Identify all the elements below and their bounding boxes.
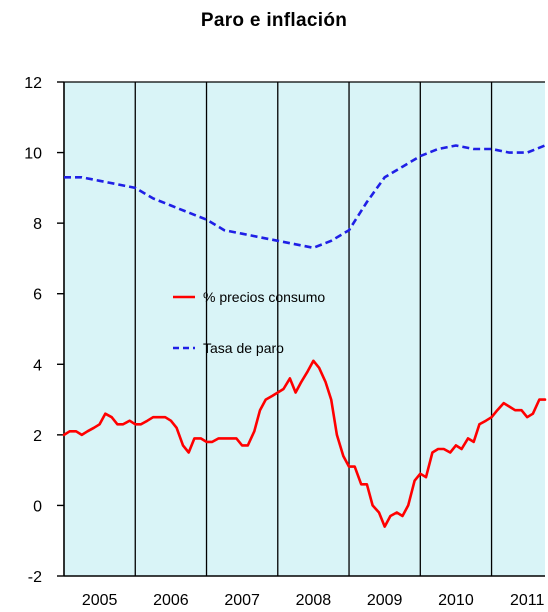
x-tick-label: 2011 bbox=[510, 592, 545, 609]
x-tick-label: 2007 bbox=[224, 592, 260, 609]
y-tick-label: 8 bbox=[33, 216, 42, 233]
series-lines bbox=[62, 144, 547, 528]
tick-labels: -2 0 2 4 6 8 10 12 2005 2006 2007 2008 2009 2010 2011 bbox=[24, 75, 544, 609]
series-line-tasa-de-paro bbox=[64, 144, 546, 250]
y-tick-label: 6 bbox=[33, 287, 42, 304]
y-tick-label: 2 bbox=[33, 428, 42, 445]
y-tick-label: 4 bbox=[33, 357, 42, 374]
chart-title: Paro e inflación bbox=[200, 10, 348, 31]
plot-area-background bbox=[64, 82, 545, 576]
legend-label: Tasa de paro bbox=[203, 340, 284, 356]
axes bbox=[57, 81, 545, 577]
x-tick-label: 2005 bbox=[82, 592, 118, 609]
x-tick-label: 2006 bbox=[153, 592, 189, 609]
y-tick-label: 10 bbox=[24, 146, 42, 163]
x-tick-label: 2008 bbox=[296, 592, 332, 609]
series-line-precios-consumo bbox=[62, 359, 547, 528]
x-tick-label: 2010 bbox=[438, 592, 474, 609]
x-tick-label: 2009 bbox=[367, 592, 403, 609]
legend: % precios consumo Tasa de paro bbox=[173, 289, 325, 356]
y-tick-label: -2 bbox=[28, 569, 42, 586]
legend-label: % precios consumo bbox=[203, 289, 325, 305]
grid-lines bbox=[134, 82, 493, 576]
y-tick-label: 12 bbox=[24, 75, 42, 92]
y-tick-label: 0 bbox=[33, 498, 42, 515]
